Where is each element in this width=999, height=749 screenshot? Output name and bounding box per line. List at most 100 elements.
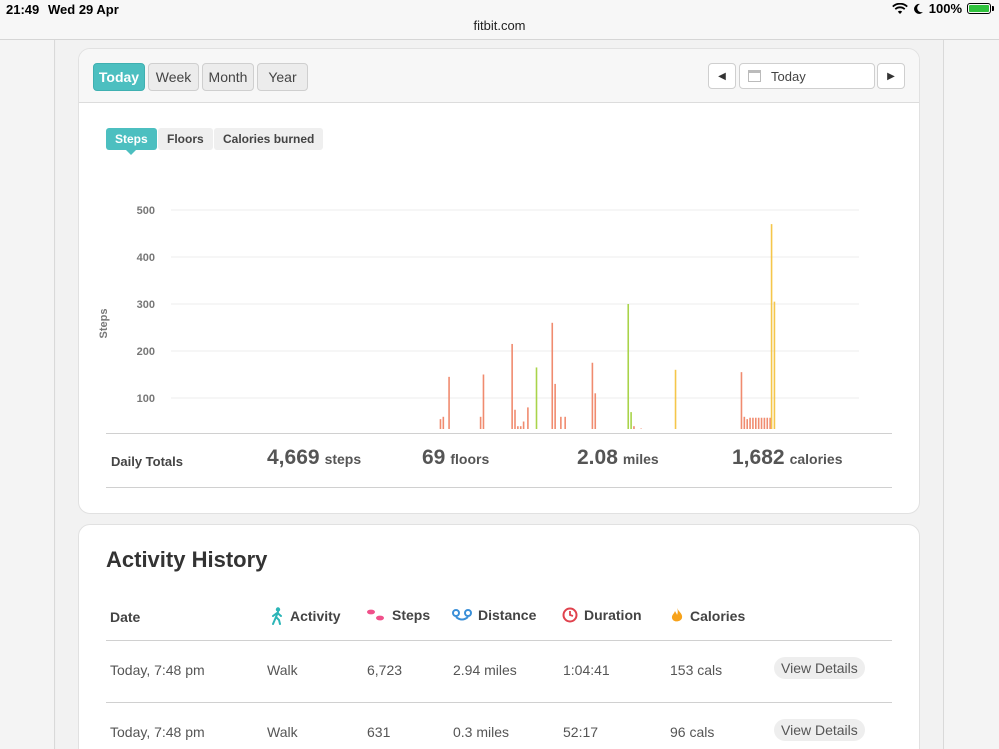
- step-bar: [442, 416, 445, 429]
- total-steps-unit: steps: [324, 451, 362, 467]
- step-bar: [740, 372, 743, 429]
- step-bar: [511, 343, 513, 429]
- status-date: Wed 29 Apr: [48, 2, 119, 17]
- y-tick-label: 400: [137, 252, 155, 264]
- step-bar: [746, 419, 748, 429]
- total-calories-value: 1,682: [732, 446, 785, 469]
- step-bar: [554, 383, 556, 429]
- col-duration-label: Duration: [584, 607, 642, 623]
- col-date: Date: [110, 609, 140, 625]
- step-bar: [743, 416, 746, 429]
- step-bar: [630, 412, 632, 429]
- y-tick-label: 100: [137, 393, 155, 405]
- col-date-label: Date: [110, 609, 141, 625]
- date-picker[interactable]: Today: [739, 63, 875, 89]
- page-content: Today Week Month Year ◀ Today ▶ Steps Fl…: [56, 40, 943, 749]
- url-bar[interactable]: fitbit.com: [473, 18, 526, 33]
- status-time: 21:49: [6, 2, 40, 17]
- battery-percent: 100%: [928, 1, 962, 16]
- step-bar: [522, 421, 525, 429]
- range-tab-today[interactable]: Today: [93, 63, 145, 91]
- col-steps-label: Steps: [392, 607, 431, 623]
- total-steps: 4,669 steps: [267, 446, 361, 470]
- total-calories: 1,682 calories: [732, 446, 843, 470]
- step-bar: [760, 417, 763, 429]
- total-floors-unit: floors: [450, 451, 490, 467]
- metric-tab-calories[interactable]: Calories burned: [214, 128, 324, 150]
- chevron-right-icon: ▶: [887, 70, 895, 82]
- row-distance: 0.3 miles: [453, 724, 510, 740]
- next-day-button[interactable]: ▶: [877, 63, 905, 89]
- step-bar: [755, 417, 757, 429]
- date-picker-label: Today: [771, 68, 806, 84]
- daily-totals: Daily Totals 4,669 steps 69 floors 2.08 …: [106, 433, 892, 488]
- row-distance: 2.94 miles: [453, 662, 517, 678]
- y-axis-label: Steps: [99, 309, 110, 339]
- total-steps-value: 4,669: [267, 446, 320, 469]
- step-bar: [627, 304, 630, 429]
- step-bar: [519, 426, 522, 429]
- page-gutter-right: [943, 40, 999, 749]
- step-bar: [479, 416, 482, 429]
- total-calories-unit: calories: [789, 451, 843, 467]
- step-bar: [535, 367, 538, 429]
- col-duration: Duration: [562, 607, 642, 623]
- row-steps: 631: [367, 724, 391, 740]
- view-details-button[interactable]: View Details: [774, 657, 865, 679]
- prev-day-button[interactable]: ◀: [708, 63, 736, 89]
- step-bar: [752, 417, 754, 429]
- wifi-icon: [891, 2, 908, 14]
- moon-icon: [913, 3, 923, 14]
- table-row: Today, 7:48 pm Walk 6,723 2.94 miles 1:0…: [106, 641, 892, 703]
- page-gutter-left: [0, 40, 55, 749]
- col-calories-label: Calories: [690, 607, 746, 624]
- route-icon: [452, 609, 472, 621]
- row-date: Today, 7:48 pm: [110, 724, 205, 740]
- total-floors: 69 floors: [422, 446, 489, 470]
- col-steps: Steps: [366, 607, 430, 623]
- metric-tab-steps[interactable]: Steps: [106, 128, 157, 155]
- row-calories: 96 cals: [670, 724, 715, 740]
- step-bar: [482, 374, 485, 429]
- step-bar: [514, 409, 516, 429]
- range-tab-year[interactable]: Year: [257, 63, 308, 91]
- col-calories: Calories: [670, 607, 745, 624]
- status-bar: 21:49 Wed 29 Apr fitbit.com 100%: [0, 0, 999, 40]
- step-bar: [769, 417, 771, 429]
- step-bar: [594, 393, 597, 429]
- range-tab-month[interactable]: Month: [202, 63, 254, 91]
- total-distance-unit: miles: [622, 451, 659, 467]
- step-bar: [766, 417, 769, 429]
- activity-table-header: Date Activity Steps: [106, 605, 892, 641]
- step-bar: [770, 224, 773, 429]
- step-bar: [674, 369, 677, 429]
- row-activity: Walk: [267, 724, 298, 740]
- chevron-left-icon: ◀: [718, 70, 726, 82]
- step-bar: [564, 416, 566, 429]
- activity-history-card: Activity History Date Activity Steps: [78, 524, 920, 749]
- activity-chart-card: Today Week Month Year ◀ Today ▶ Steps Fl…: [78, 48, 920, 514]
- row-activity: Walk: [267, 662, 298, 678]
- status-indicators: 100%: [891, 1, 994, 16]
- table-row: Today, 7:48 pm Walk 631 0.3 miles 52:17 …: [106, 703, 892, 749]
- battery-icon: [967, 3, 994, 14]
- step-bar: [591, 362, 594, 429]
- step-bar: [527, 407, 529, 429]
- walker-icon: [272, 607, 282, 625]
- step-bar: [448, 376, 450, 429]
- clock-icon: [562, 607, 578, 623]
- daily-totals-label: Daily Totals: [111, 454, 184, 469]
- footprints-icon: [367, 609, 384, 621]
- col-activity: Activity: [270, 607, 341, 625]
- row-steps: 6,723: [367, 662, 403, 678]
- row-duration: 52:17: [563, 724, 599, 740]
- step-bar: [439, 419, 442, 429]
- step-bar: [633, 426, 635, 429]
- row-date: Today, 7:48 pm: [110, 662, 205, 678]
- total-distance: 2.08 miles: [577, 446, 659, 470]
- total-distance-value: 2.08: [577, 446, 618, 469]
- row-calories: 153 cals: [670, 662, 723, 678]
- metric-tab-floors[interactable]: Floors: [158, 128, 213, 150]
- view-details-button[interactable]: View Details: [774, 719, 865, 741]
- range-tab-week[interactable]: Week: [148, 63, 199, 91]
